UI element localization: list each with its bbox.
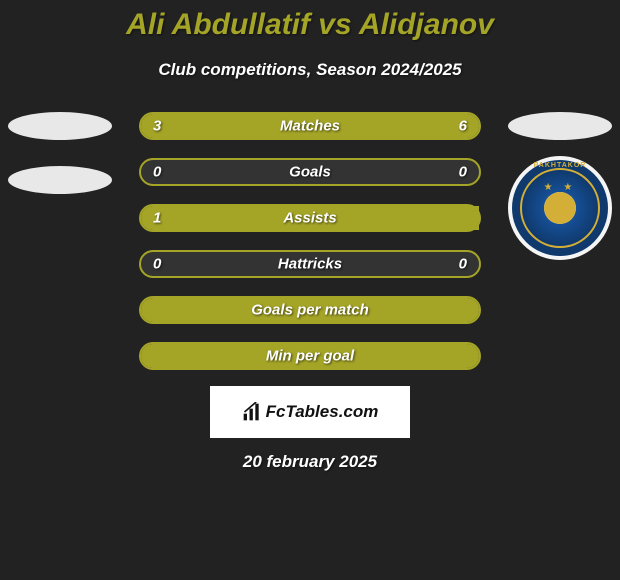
stat-bar-assists: 1 Assists (139, 204, 481, 232)
stat-label: Goals per match (251, 302, 369, 319)
avatar-placeholder-icon (8, 166, 112, 194)
avatar-placeholder-icon (8, 112, 112, 140)
stats-area: PAKHTAKOR ★ ★ 3 Matches 6 0 Goals 0 1 Assists 0 H… (0, 112, 620, 370)
stat-label: Assists (283, 210, 336, 227)
fctables-text: FcTables.com (266, 402, 379, 422)
stat-bar-goals: 0 Goals 0 (139, 158, 481, 186)
stat-left-value: 3 (153, 118, 161, 135)
left-player-avatars (8, 112, 112, 220)
stat-bar-matches: 3 Matches 6 (139, 112, 481, 140)
stat-left-value: 1 (153, 210, 161, 227)
stat-bar-goals-per-match: Goals per match (139, 296, 481, 324)
stat-bars: 3 Matches 6 0 Goals 0 1 Assists 0 Hattricks 0 Goals… (139, 112, 481, 370)
club-badge-icon: PAKHTAKOR ★ ★ (508, 156, 612, 260)
right-player-avatars: PAKHTAKOR ★ ★ (508, 112, 612, 260)
page-title: Ali Abdullatif vs Alidjanov (0, 0, 620, 42)
stat-right-value: 0 (459, 256, 467, 273)
date-text: 20 february 2025 (0, 452, 620, 472)
fctables-watermark: FcTables.com (210, 386, 410, 438)
stat-bar-min-per-goal: Min per goal (139, 342, 481, 370)
stat-left-value: 0 (153, 256, 161, 273)
stat-label: Hattricks (278, 256, 342, 273)
subtitle: Club competitions, Season 2024/2025 (0, 60, 620, 80)
stat-left-value: 0 (153, 164, 161, 181)
stat-right-value: 0 (459, 164, 467, 181)
badge-ball-icon (544, 192, 576, 224)
avatar-placeholder-icon (508, 112, 612, 140)
stat-label: Matches (280, 118, 340, 135)
stat-bar-hattricks: 0 Hattricks 0 (139, 250, 481, 278)
stat-right-value: 6 (459, 118, 467, 135)
stat-label: Min per goal (266, 348, 354, 365)
chart-icon (242, 402, 262, 422)
stat-label: Goals (289, 164, 331, 181)
